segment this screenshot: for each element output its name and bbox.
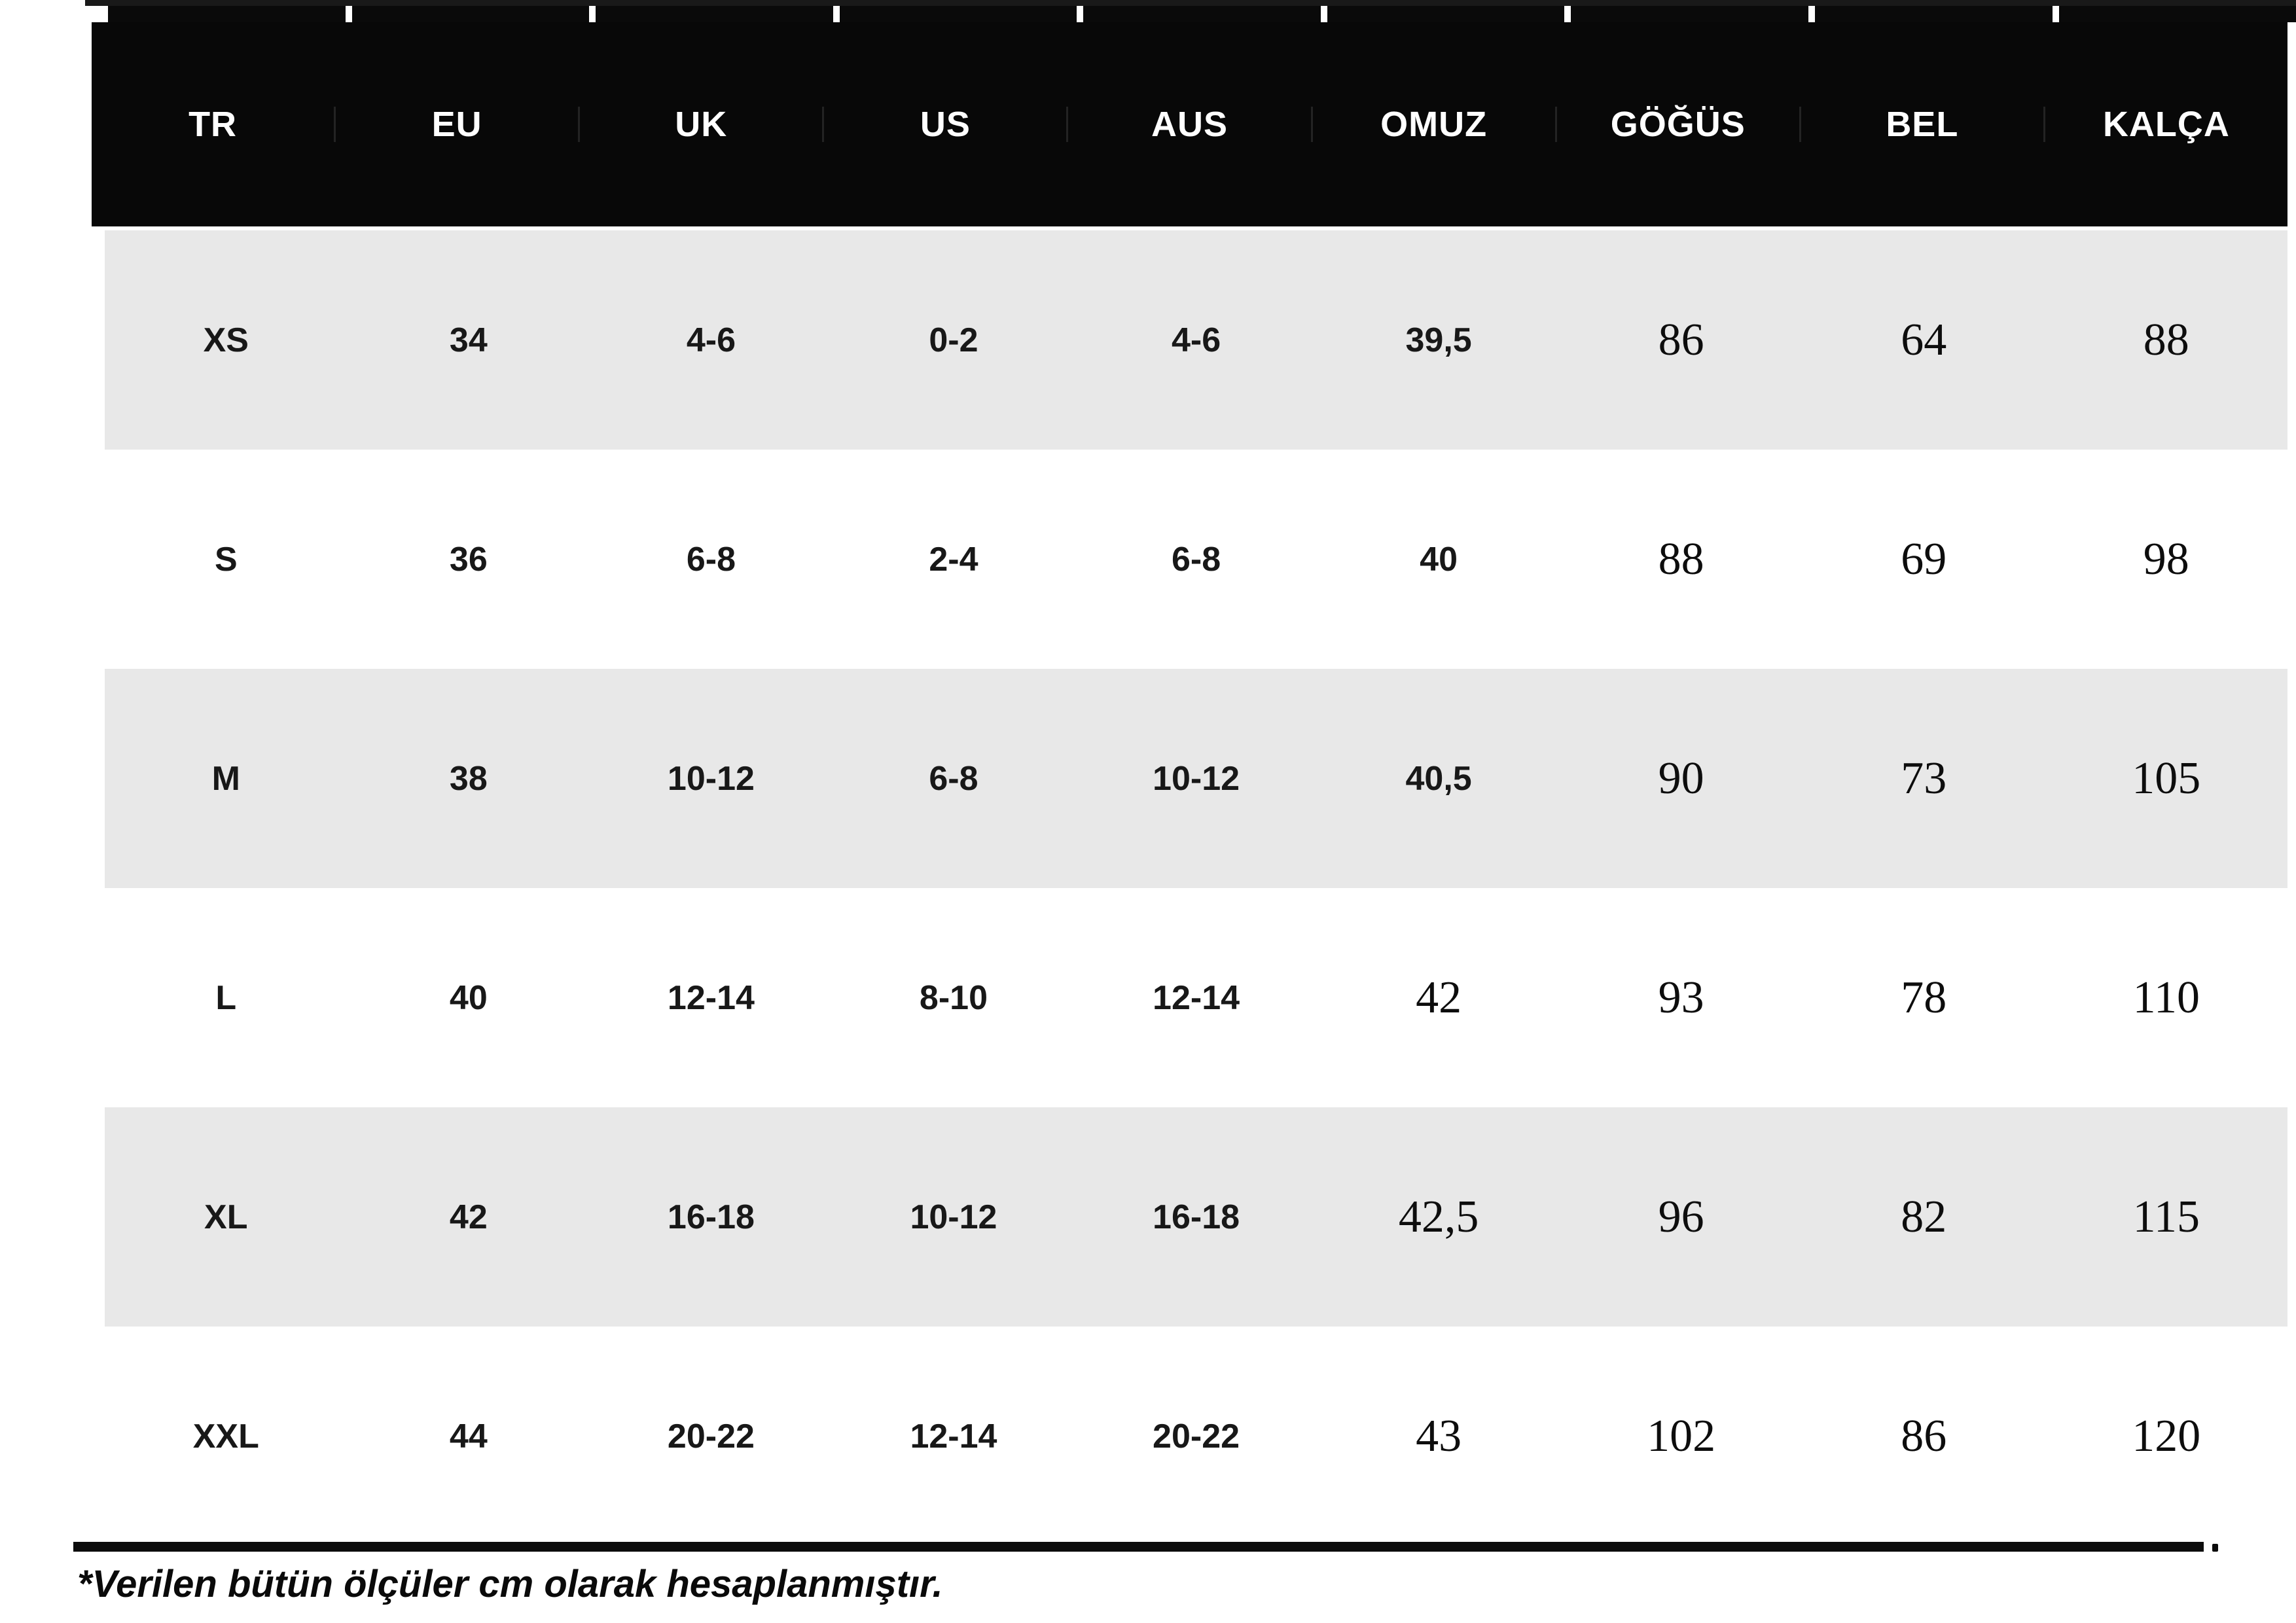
table-row-xxl: XXL 44 20-22 12-14 20-22 43 102 86 120 [105,1327,2287,1546]
cell-s-uk: 6-8 [686,540,736,579]
table-top-border [85,0,2296,22]
table-row-m: M 38 10-12 6-8 10-12 40,5 90 73 105 [105,669,2287,888]
cell-s-kalca: 98 [2143,533,2189,584]
header-cell-tr: TR [188,105,238,144]
cell-s-eu: 36 [449,540,488,579]
cell-m-kalca: 105 [2132,753,2201,804]
cell-xxl-bel: 86 [1901,1410,1947,1461]
cell-m-us: 6-8 [929,759,978,798]
cell-xl-omuz: 42,5 [1398,1191,1479,1242]
cell-s-tr: S [214,540,238,579]
cell-xs-omuz: 39,5 [1405,321,1472,359]
cell-l-kalca: 110 [2132,972,2200,1023]
cell-m-omuz: 40,5 [1405,759,1472,798]
cell-xs-kalca: 88 [2143,314,2189,365]
top-border-segment [1083,0,1321,22]
cell-s-us: 2-4 [929,540,978,579]
header-cell-aus: AUS [1066,107,1310,142]
table-row-xl: XL 42 16-18 10-12 16-18 42,5 96 82 115 [105,1107,2287,1327]
cell-xl-tr: XL [204,1198,248,1236]
table-row-xs: XS 34 4-6 0-2 4-6 39,5 86 64 88 [105,230,2287,450]
cell-m-tr: M [211,759,240,798]
cell-m-gogus: 90 [1658,753,1704,804]
cell-s-omuz: 40 [1420,540,1458,579]
top-border-segment [1327,0,1565,22]
table-row-l: L 40 12-14 8-10 12-14 42 93 78 110 [105,888,2287,1107]
cell-xs-aus: 4-6 [1171,321,1221,359]
top-border-segment [108,0,346,22]
cell-l-us: 8-10 [919,978,988,1017]
cell-s-gogus: 88 [1658,533,1704,584]
cell-m-eu: 38 [449,759,488,798]
footnote-text: *Verilen bütün ölçüler cm olarak hesapla… [77,1563,943,1605]
cell-xs-uk: 4-6 [686,321,736,359]
cell-l-aus: 12-14 [1153,978,1240,1017]
cell-l-bel: 78 [1901,972,1947,1023]
cell-s-bel: 69 [1901,533,1947,584]
cell-xxl-tr: XXL [192,1417,259,1455]
cell-xxl-eu: 44 [449,1417,488,1455]
cell-l-tr: L [215,978,237,1017]
table-body: XS 34 4-6 0-2 4-6 39,5 86 64 88 S 36 6-8 2-4 6-8 40 88 6… [105,230,2287,1546]
cell-xxl-us: 12-14 [910,1417,997,1455]
cell-l-uk: 12-14 [667,978,755,1017]
cell-s-aus: 6-8 [1171,540,1221,579]
cell-xxl-uk: 20-22 [667,1417,755,1455]
cell-m-aus: 10-12 [1153,759,1240,798]
cell-xs-gogus: 86 [1658,314,1704,365]
bottom-rule [73,1542,2218,1552]
top-border-segment [2058,0,2296,22]
table-header-row: TR EU UK US AUS OMUZ GÖĞÜS BEL KALÇA [92,22,2287,226]
cell-l-eu: 40 [449,978,488,1017]
header-cell-gogus: GÖĞÜS [1554,107,1799,142]
cell-xxl-omuz: 43 [1416,1410,1462,1461]
header-cell-eu: EU [334,107,578,142]
top-border-segment [839,0,1077,22]
table-row-s: S 36 6-8 2-4 6-8 40 88 69 98 [105,450,2287,669]
cell-xl-eu: 42 [449,1198,488,1236]
cell-xs-bel: 64 [1901,314,1947,365]
cell-xl-us: 10-12 [910,1198,997,1236]
top-border-segment [1814,0,2053,22]
cell-xl-uk: 16-18 [667,1198,755,1236]
cell-xs-eu: 34 [449,321,488,359]
cell-l-gogus: 93 [1658,972,1704,1023]
cell-xxl-kalca: 120 [2132,1410,2201,1461]
header-cell-uk: UK [578,107,822,142]
cell-xs-tr: XS [203,321,249,359]
cell-xxl-gogus: 102 [1647,1410,1716,1461]
cell-xs-us: 0-2 [929,321,978,359]
top-border-segment [351,0,590,22]
cell-m-bel: 73 [1901,753,1947,804]
top-border-segment [1571,0,1808,22]
cell-xxl-aus: 20-22 [1153,1417,1240,1455]
top-border-segment [596,0,833,22]
cell-xl-gogus: 96 [1658,1191,1704,1242]
header-cell-omuz: OMUZ [1310,107,1555,142]
cell-xl-aus: 16-18 [1153,1198,1240,1236]
header-cell-kalca: KALÇA [2043,107,2287,142]
header-cell-bel: BEL [1799,107,2043,142]
cell-xl-bel: 82 [1901,1191,1947,1242]
cell-l-omuz: 42 [1416,972,1462,1023]
header-cell-us: US [822,107,1066,142]
cell-m-uk: 10-12 [667,759,755,798]
cell-xl-kalca: 115 [2132,1191,2200,1242]
